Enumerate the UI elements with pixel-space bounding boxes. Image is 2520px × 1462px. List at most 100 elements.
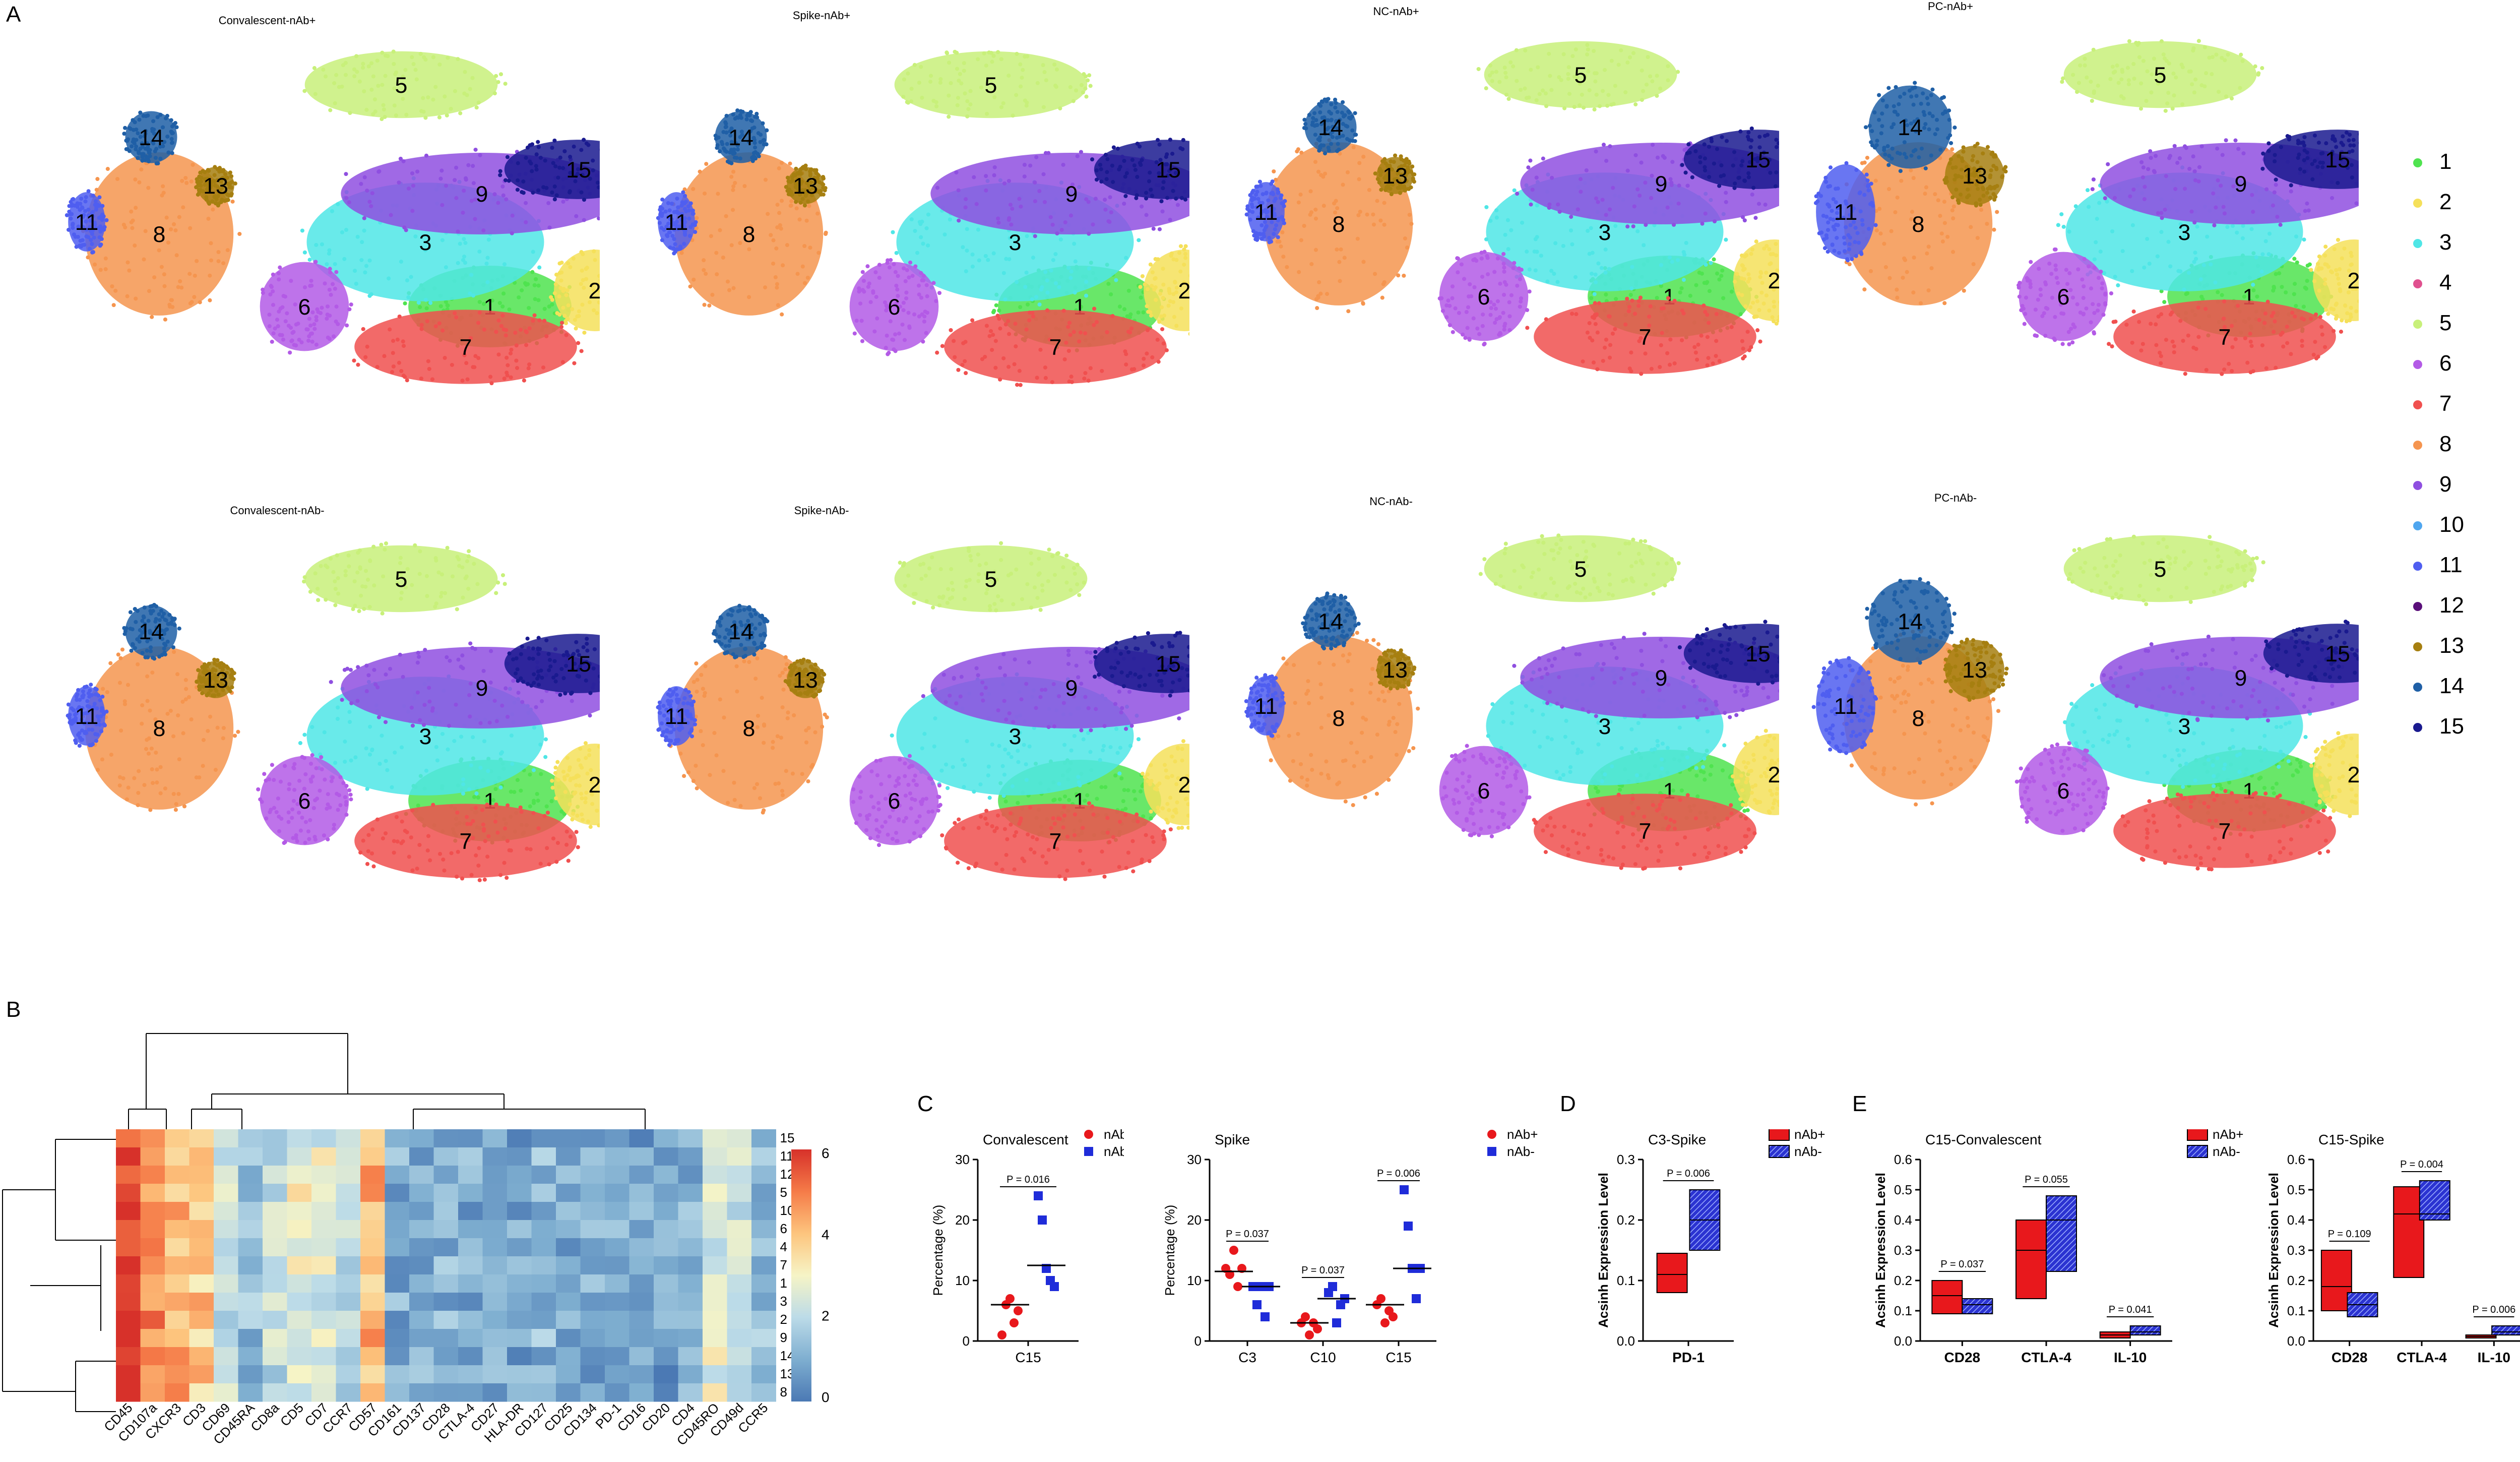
heatmap-cell	[531, 1166, 556, 1184]
data-point-nAb-	[1034, 1191, 1043, 1200]
tsne-cluster-label: 9	[2235, 665, 2247, 691]
tsne-cluster-2: 2	[1733, 239, 1779, 326]
heatmap-row-label: 6	[780, 1221, 787, 1236]
tsne-cluster-label: 9	[1655, 665, 1668, 691]
heatmap-cell	[580, 1365, 605, 1384]
heatmap-cell	[214, 1329, 238, 1348]
heatmap-cell	[433, 1329, 459, 1348]
tsne-cluster-6: 6	[849, 258, 942, 356]
tsne-cluster-label: 14	[728, 125, 753, 150]
heatmap-cell	[556, 1184, 581, 1202]
tsne-cluster-label: 6	[888, 788, 901, 814]
tsne-cluster-13: 13	[1375, 648, 1417, 691]
legend-marker-nAb+	[1487, 1130, 1496, 1139]
tsne-cluster-15: 15	[504, 634, 600, 697]
heatmap-cell	[703, 1202, 727, 1221]
heatmap-cell	[580, 1293, 605, 1311]
heatmap-cell	[605, 1293, 629, 1311]
heatmap-cell	[385, 1166, 410, 1184]
heatmap-cell	[703, 1256, 727, 1275]
tsne-cluster-label: 3	[419, 724, 432, 749]
y-tick-label: 0.1	[1617, 1273, 1635, 1288]
tsne-cluster-13: 13	[194, 165, 237, 208]
heatmap-cell	[360, 1347, 385, 1366]
heatmap-cell	[238, 1347, 263, 1366]
heatmap-cell	[751, 1220, 776, 1239]
p-value-label: P = 0.041	[2109, 1304, 2152, 1315]
legend-swatch-11	[2413, 562, 2422, 571]
chart-title: C15-Spike	[2318, 1132, 2384, 1147]
heatmap-cell	[409, 1365, 434, 1384]
p-value-label: P = 0.006	[1377, 1168, 1420, 1179]
tsne-cluster-7: 7	[1525, 295, 1762, 376]
colorbar-tick: 4	[822, 1227, 830, 1242]
heatmap-cell	[580, 1147, 605, 1166]
heatmap-cell	[531, 1202, 556, 1221]
heatmap-cell	[605, 1329, 629, 1348]
tsne-cluster-2: 2	[1138, 244, 1189, 336]
heatmap-cell	[385, 1238, 410, 1257]
heatmap-row-label: 8	[780, 1384, 787, 1399]
tsne-cluster-5: 5	[894, 541, 1088, 613]
heatmap-cell	[751, 1166, 776, 1184]
heatmap-cell	[336, 1238, 361, 1257]
heatmap-cell	[165, 1329, 190, 1348]
tsne-cluster-label: 5	[395, 567, 408, 592]
heatmap-cell	[238, 1329, 263, 1348]
y-axis-label: Percentage (%)	[1162, 1205, 1177, 1296]
y-tick-label: 0.6	[2287, 1152, 2305, 1167]
tsne-cluster-label: 3	[1009, 724, 1022, 749]
heatmap-cell	[654, 1329, 678, 1348]
y-tick-label: 0.6	[1894, 1152, 1912, 1167]
heatmap-cell	[605, 1311, 629, 1329]
heatmap-cell	[433, 1274, 459, 1293]
heatmap-cell	[556, 1129, 581, 1148]
heatmap-cell	[238, 1238, 263, 1257]
heatmap-cell	[507, 1274, 532, 1293]
tsne-cluster-label: 6	[298, 294, 311, 320]
tsne-cluster-label: 9	[476, 181, 488, 207]
heatmap-cell	[580, 1347, 605, 1366]
heatmap-cell	[263, 1329, 287, 1348]
heatmap-cell	[287, 1347, 312, 1366]
heatmap-cell	[458, 1383, 483, 1402]
heatmap-cell	[214, 1147, 238, 1166]
heatmap-cell	[360, 1383, 385, 1402]
heatmap-cell	[531, 1220, 556, 1239]
heatmap-cell	[507, 1220, 532, 1239]
y-tick-label: 30	[1187, 1152, 1202, 1167]
heatmap-cell	[116, 1311, 141, 1329]
heatmap-row-label: 15	[780, 1130, 795, 1145]
legend-swatch-15	[2413, 723, 2422, 732]
heatmap-cell	[311, 1184, 336, 1202]
legend-swatch-6	[2413, 360, 2422, 369]
heatmap-cell	[605, 1184, 629, 1202]
data-point-nAb+	[997, 1330, 1006, 1339]
legend-label: nAb-	[1794, 1144, 1822, 1159]
tsne-cluster-label: 7	[1639, 819, 1652, 844]
tsne-cluster-label: 7	[460, 335, 472, 360]
tsne-cluster-6: 6	[849, 754, 942, 847]
heatmap-cell	[678, 1166, 703, 1184]
heatmap-cell	[605, 1383, 629, 1402]
heatmap-cell	[433, 1166, 459, 1184]
y-axis-label: Acsinh Expression Level	[1873, 1173, 1888, 1328]
tsne-cluster-label: 15	[566, 157, 591, 182]
heatmap-cell	[263, 1293, 287, 1311]
heatmap-cell	[360, 1184, 385, 1202]
tsne-cluster-7: 7	[935, 307, 1169, 387]
heatmap-cell	[482, 1347, 508, 1366]
heatmap-cell	[751, 1274, 776, 1293]
heatmap-cell	[409, 1329, 434, 1348]
heatmap-cell	[751, 1147, 776, 1166]
tsne-title-3: NC-nAb+	[1373, 5, 1419, 18]
heatmap-cell	[116, 1383, 141, 1402]
heatmap-cell	[360, 1220, 385, 1239]
heatmap-cell	[678, 1256, 703, 1275]
colorbar-tick: 0	[822, 1389, 830, 1405]
legend-label-13: 13	[2439, 633, 2464, 658]
heatmap-cell	[458, 1220, 483, 1239]
tsne-cluster-6: 6	[1437, 250, 1532, 347]
